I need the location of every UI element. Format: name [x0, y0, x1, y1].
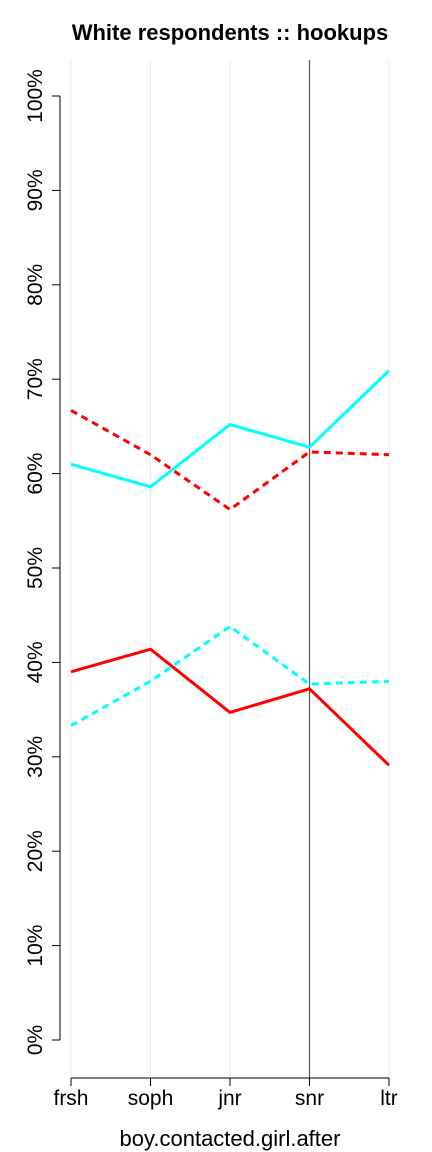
y-tick-label-1: 10% [24, 925, 47, 967]
y-tick-label-10: 100% [24, 69, 47, 123]
y-tick-label-8: 80% [24, 264, 47, 306]
y-tick-label-0: 0% [24, 1025, 47, 1055]
series-line-2 [70, 625, 390, 727]
chart-title: White respondents :: hookups [72, 20, 389, 45]
y-tick-label-4: 40% [24, 641, 47, 683]
gridlines [70, 60, 390, 1078]
y-tick-label-2: 20% [24, 830, 47, 872]
series-lines [70, 369, 391, 767]
series-line-0 [70, 369, 391, 489]
y-tick-label-3: 30% [24, 736, 47, 778]
x-tick-label-jnr: jnr [217, 1087, 241, 1110]
series-line-3 [70, 647, 391, 767]
x-tick-label-snr: snr [295, 1087, 324, 1110]
y-tick-label-5: 50% [24, 547, 47, 589]
x-axis-title: boy.contacted.girl.after [120, 1126, 341, 1151]
x-tick-label-frsh: frsh [53, 1087, 88, 1110]
series-line-1 [70, 409, 390, 511]
axes: 0% 10% 20% 30% 40% 50% 60% 70% 80% 90% 100% frsh sop… [24, 69, 398, 1110]
y-tick-label-7: 70% [24, 358, 47, 400]
x-tick-label-soph: soph [128, 1087, 174, 1110]
y-tick-label-6: 60% [24, 453, 47, 495]
x-tick-label-ltr: ltr [380, 1087, 398, 1110]
y-tick-label-9: 90% [24, 169, 47, 211]
